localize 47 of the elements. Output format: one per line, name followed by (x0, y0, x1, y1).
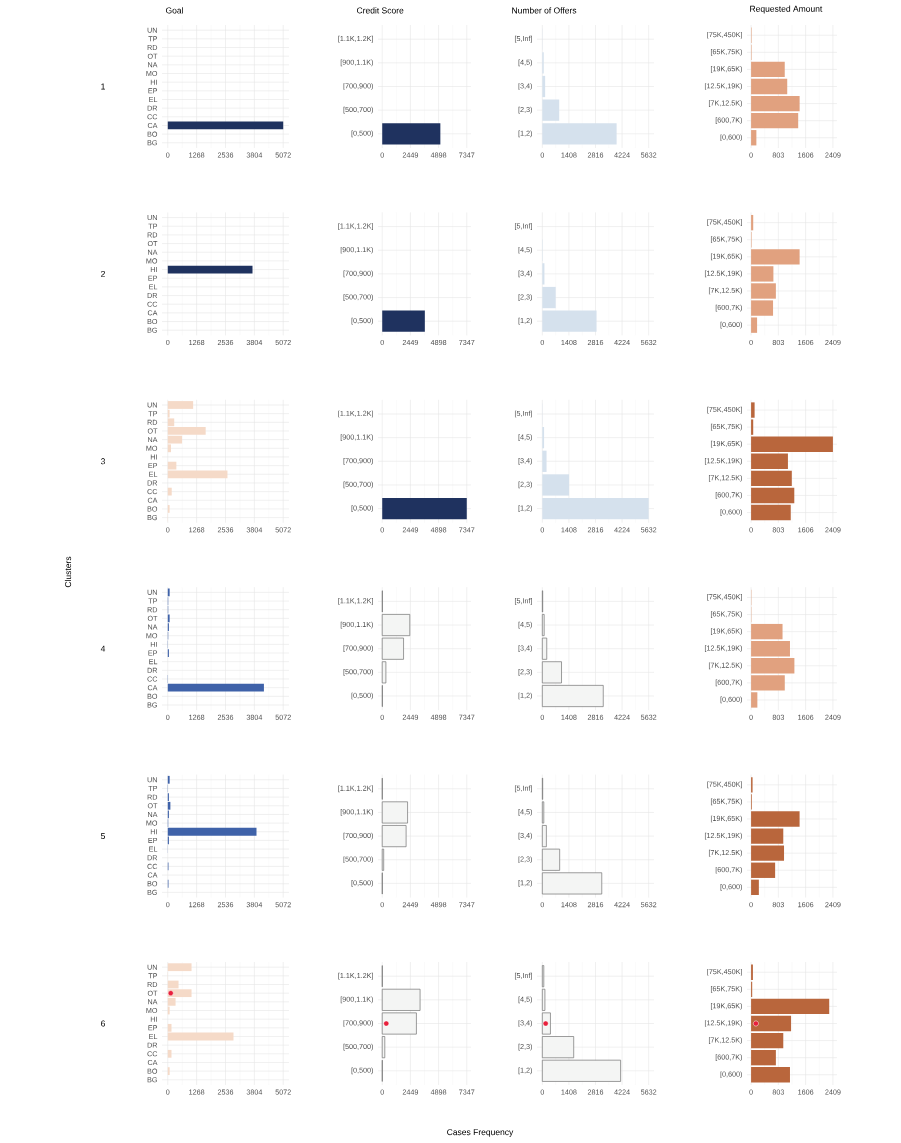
bar (751, 78, 788, 95)
bar (167, 683, 264, 692)
chart-title: Goal (165, 7, 183, 14)
bar (751, 1067, 790, 1083)
bar (751, 1049, 776, 1066)
bar (751, 214, 754, 231)
bar (751, 130, 757, 146)
bar (751, 453, 788, 469)
bar (751, 879, 759, 896)
y-axis-title: 3 (100, 458, 105, 465)
bar (751, 112, 799, 129)
bar (751, 641, 790, 657)
bar (751, 487, 795, 504)
bar (542, 263, 545, 285)
bar (751, 998, 830, 1015)
bar (167, 487, 172, 496)
bar (751, 61, 785, 78)
bar (542, 99, 560, 121)
bar (751, 658, 795, 674)
text: Clusters (64, 556, 72, 588)
y-axis-title: 5 (100, 833, 106, 840)
chart-title: Credit Score (356, 7, 404, 14)
y-axis-title: 4 (100, 645, 106, 652)
bar (751, 623, 783, 640)
bar (542, 310, 597, 332)
bar (751, 249, 800, 265)
bar (751, 1015, 792, 1032)
bar (751, 1032, 784, 1049)
bar (542, 286, 556, 309)
chart-title: Number of Offers (512, 7, 577, 14)
bar (542, 123, 617, 145)
bar (542, 497, 649, 520)
y-axis-title: 2 (101, 270, 105, 277)
bar (541, 1059, 621, 1082)
y-axis-title: 1 (101, 83, 105, 90)
bar (751, 504, 791, 521)
y-axis-title: 6 (101, 1020, 105, 1027)
bar (542, 450, 547, 472)
bar (751, 862, 776, 878)
bar (542, 474, 570, 496)
bar (167, 963, 192, 972)
chart-title: Requested Amount (750, 5, 823, 14)
text: Cases Frequency (447, 1129, 514, 1137)
bar (751, 470, 792, 487)
bar (542, 75, 546, 98)
bar (751, 95, 800, 112)
bar (751, 436, 833, 452)
